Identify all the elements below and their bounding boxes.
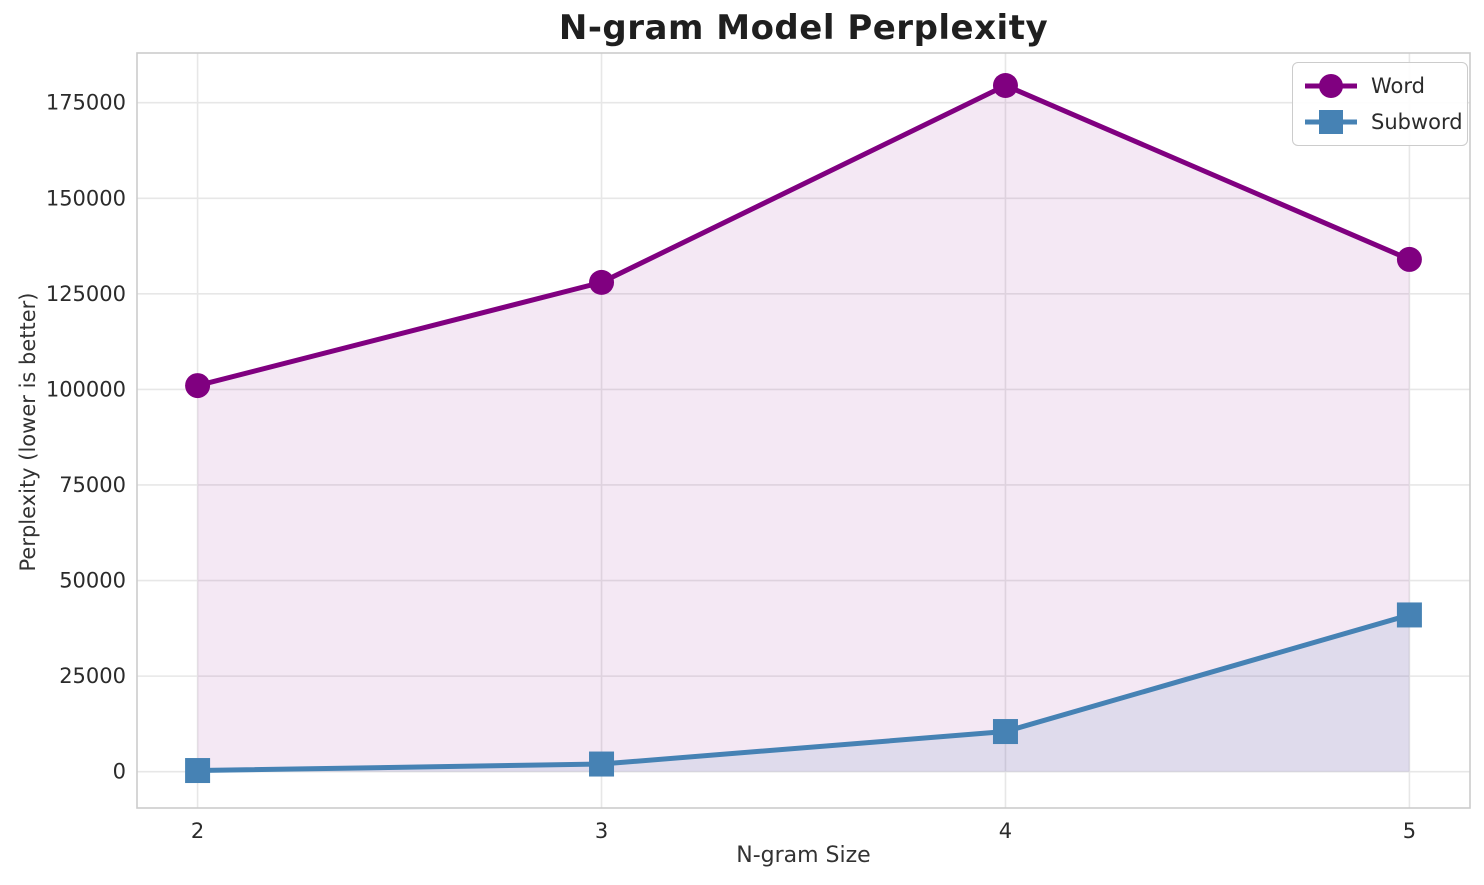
plot-background: [137, 53, 1470, 808]
legend: Word Subword: [1292, 62, 1468, 146]
x-tick-label: 4: [999, 819, 1012, 843]
legend-item-word: Word: [1303, 71, 1455, 101]
chart-title: N-gram Model Perplexity: [558, 8, 1049, 48]
word-series-area: [197, 85, 1410, 772]
subword-data-point-marker: [589, 751, 615, 777]
x-axis-label: N-gram Size: [736, 843, 871, 868]
word-data-point-marker: [1396, 246, 1422, 272]
y-tick-label: 0: [113, 760, 126, 784]
y-tick-label: 125000: [46, 282, 126, 306]
y-tick-label: 25000: [59, 664, 126, 688]
y-tick-label: 150000: [46, 186, 126, 210]
axes-spines: [136, 52, 1471, 809]
y-tick-label: 75000: [59, 473, 126, 497]
legend-square-marker-icon: [1305, 110, 1357, 134]
y-tick-label: 50000: [59, 569, 126, 593]
x-tick-label: 5: [1403, 819, 1416, 843]
word-data-point-marker: [185, 373, 211, 399]
legend-item-subword: Subword: [1303, 107, 1463, 137]
x-tick-label: 3: [595, 819, 608, 843]
y-axis-label: Perplexity (lower is better): [16, 292, 40, 572]
subword-series-area: [197, 614, 1410, 772]
y-tick-label: 100000: [46, 377, 126, 401]
subword-data-point-marker: [1396, 602, 1422, 628]
word-data-point-marker: [992, 72, 1018, 98]
legend-label: Word: [1371, 74, 1425, 98]
legend-label: Subword: [1371, 110, 1463, 134]
legend-circle-marker-icon: [1305, 74, 1357, 98]
subword-data-point-marker: [185, 758, 211, 784]
word-series-line: [195, 82, 1412, 389]
word-data-point-marker: [589, 269, 615, 295]
subword-series-line: [195, 612, 1412, 774]
subword-data-point-marker: [992, 719, 1018, 745]
x-tick-label: 2: [191, 819, 204, 843]
y-tick-label: 175000: [46, 91, 126, 115]
